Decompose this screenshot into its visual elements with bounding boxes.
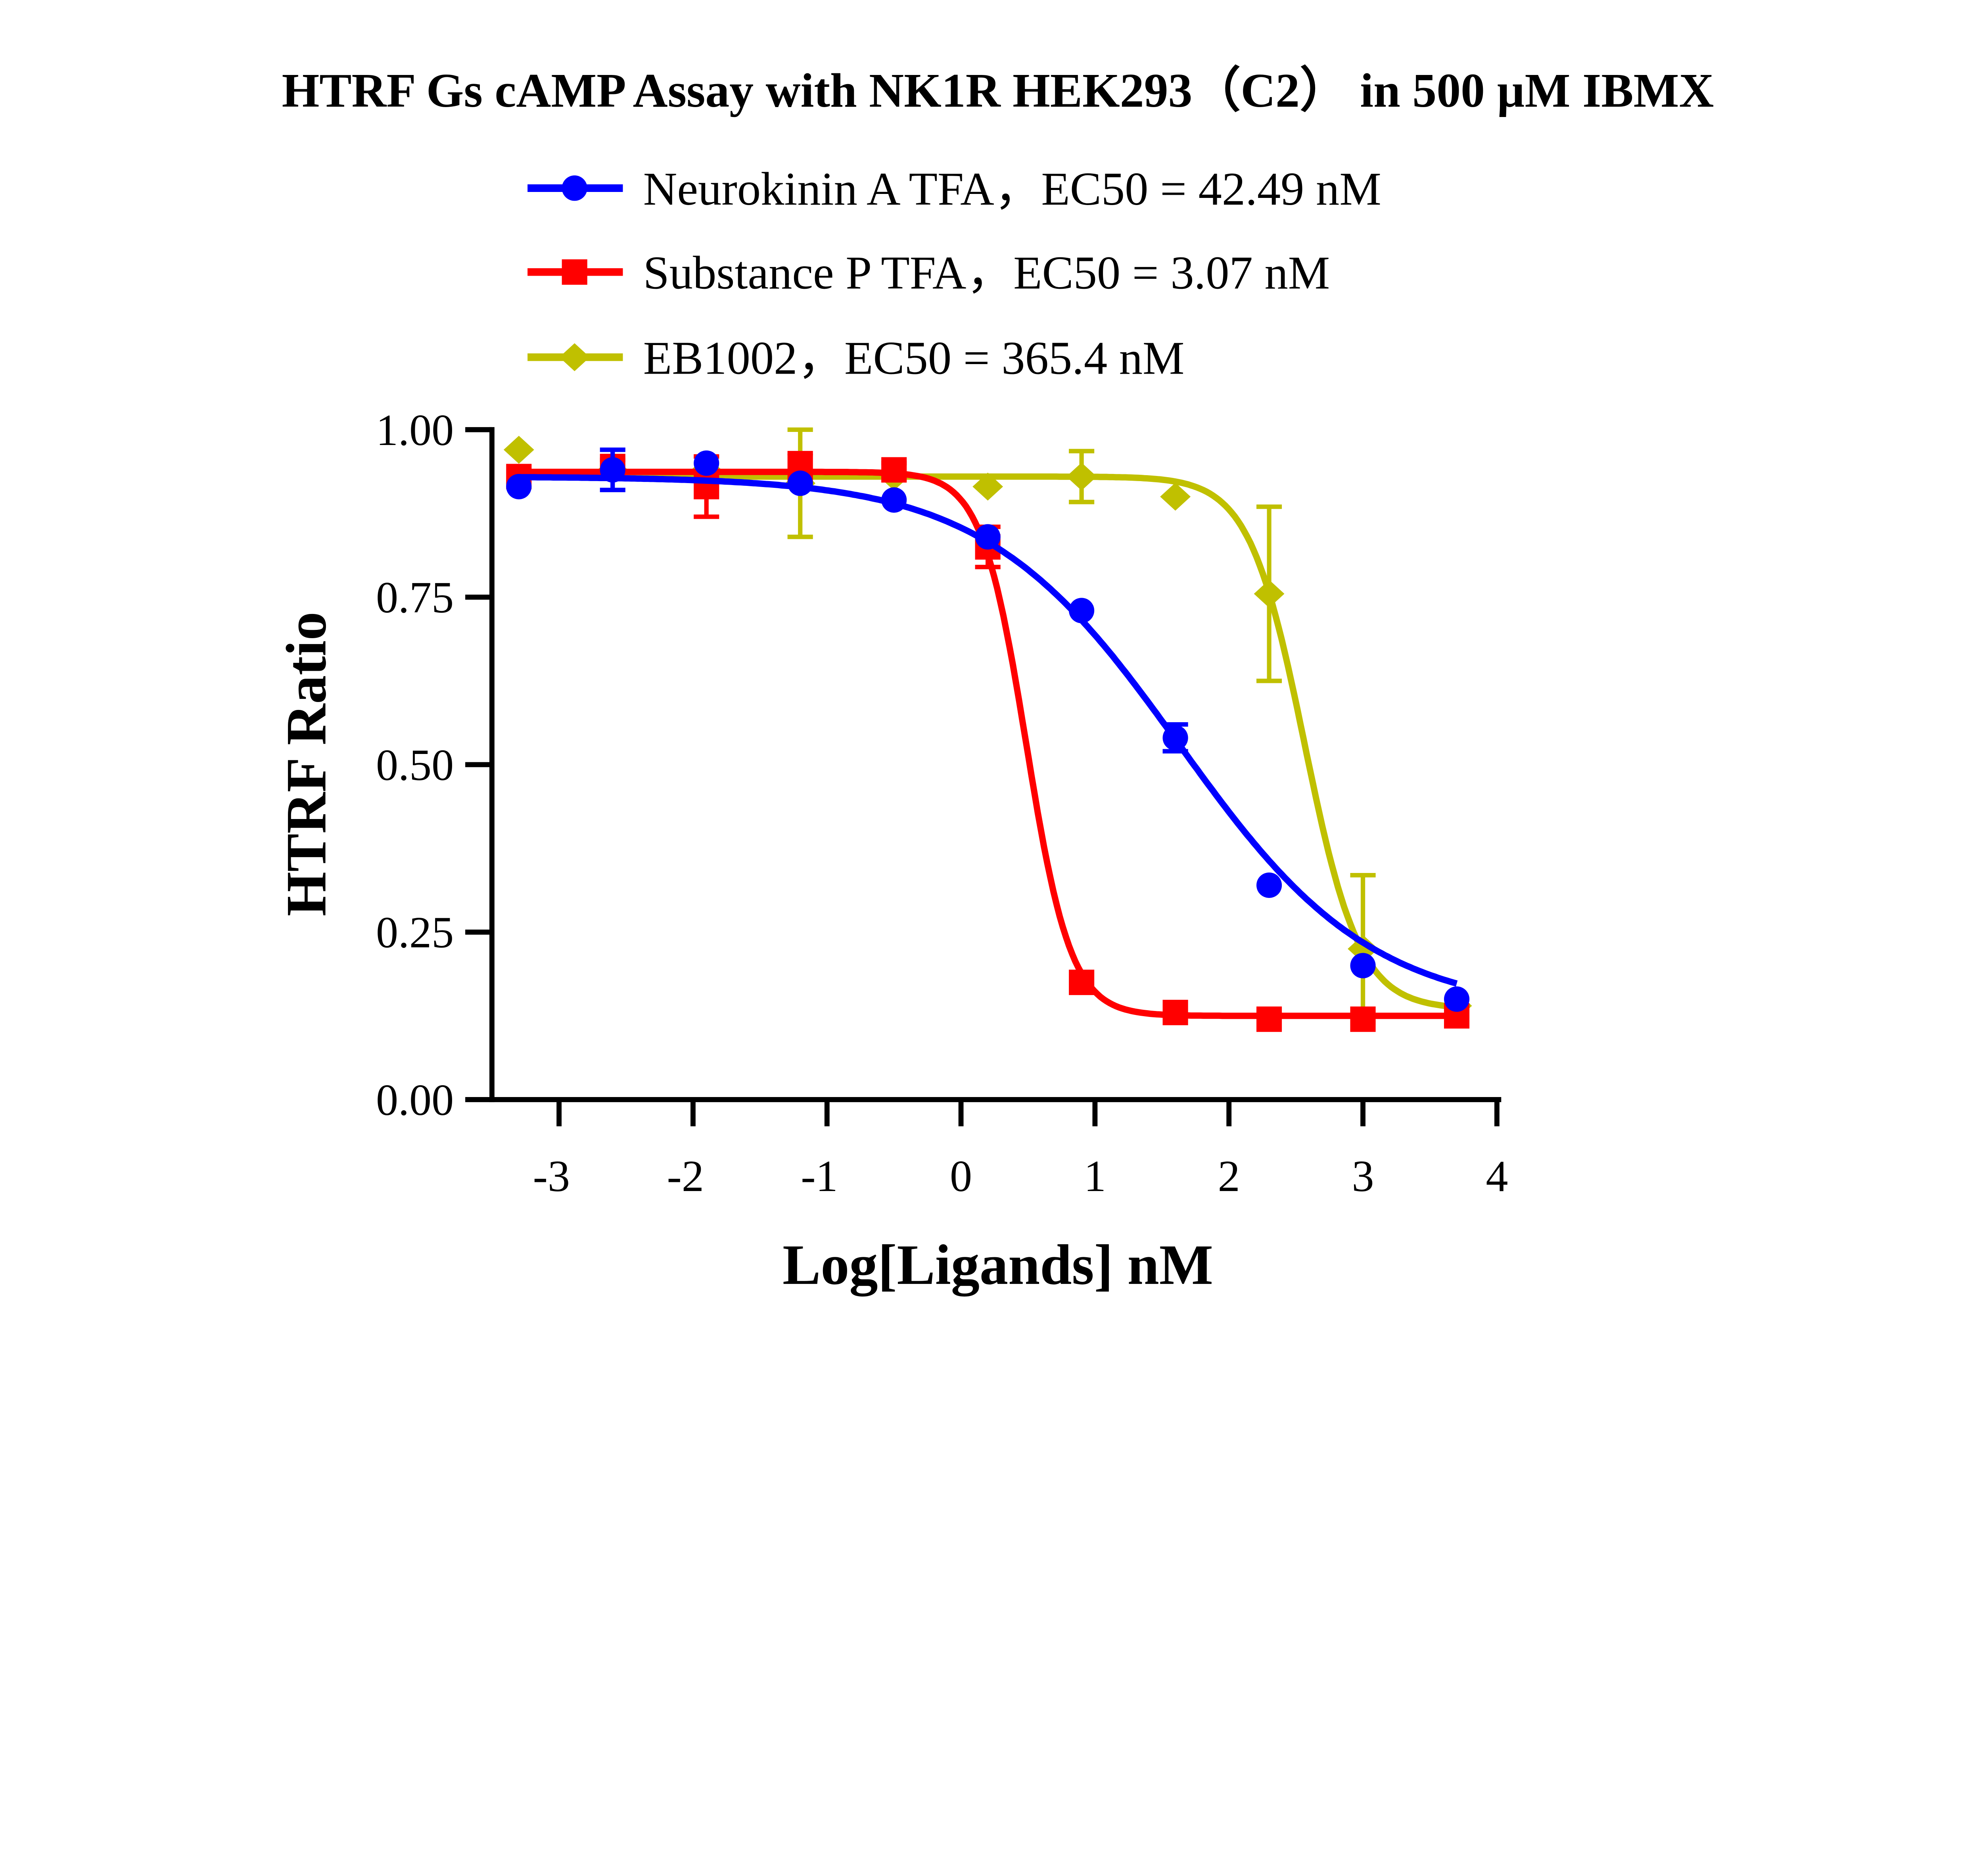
legend-label: Neurokinin A TFA，EC50 = 42.49 nM bbox=[643, 163, 1381, 215]
y-tick-label: 0.75 bbox=[376, 573, 454, 622]
data-point bbox=[694, 450, 719, 476]
y-tick-label: 0.50 bbox=[376, 740, 454, 790]
data-point bbox=[1162, 725, 1188, 751]
data-point bbox=[787, 470, 813, 496]
legend-label: Substance P TFA，EC50 = 3.07 nM bbox=[643, 247, 1330, 299]
chart-title: HTRF Gs cAMP Assay with NK1R HEK293（C2） … bbox=[282, 64, 1714, 117]
y-axis-label: HTRF Ratio bbox=[275, 612, 338, 916]
data-point bbox=[881, 457, 907, 483]
x-tick-label: 0 bbox=[950, 1152, 972, 1201]
x-tick-label: 2 bbox=[1218, 1152, 1240, 1201]
data-point bbox=[503, 435, 534, 464]
legend-marker-diamond bbox=[559, 343, 590, 371]
data-point bbox=[1069, 969, 1095, 995]
x-tick-label: -1 bbox=[801, 1152, 838, 1201]
data-point bbox=[1069, 598, 1095, 623]
data-point bbox=[881, 487, 907, 513]
plot-area bbox=[503, 427, 1472, 1032]
x-tick-label: 3 bbox=[1352, 1152, 1374, 1201]
y-tick-label: 0.00 bbox=[376, 1076, 454, 1125]
data-point bbox=[600, 457, 625, 483]
y-tick-label: 0.25 bbox=[376, 908, 454, 957]
data-point bbox=[1162, 999, 1188, 1025]
legend-entry: EB1002，EC50 = 365.4 nM bbox=[527, 332, 1184, 384]
data-point bbox=[1256, 1006, 1282, 1032]
x-ticks: -3 -2 -1 0 1 2 3 4 bbox=[533, 1099, 1508, 1201]
x-tick-label: 4 bbox=[1486, 1152, 1508, 1201]
legend-marker-circle bbox=[562, 175, 587, 201]
legend-entry: Neurokinin A TFA，EC50 = 42.49 nM bbox=[527, 163, 1381, 215]
legend: Neurokinin A TFA，EC50 = 42.49 nM Substanc… bbox=[527, 163, 1381, 384]
x-tick-label: 1 bbox=[1084, 1152, 1106, 1201]
data-point bbox=[1066, 462, 1097, 491]
data-point bbox=[1254, 579, 1285, 608]
chart: HTRF Gs cAMP Assay with NK1R HEK293（C2） … bbox=[275, 64, 1714, 1297]
legend-label: EB1002，EC50 = 365.4 nM bbox=[643, 332, 1185, 384]
legend-marker-square bbox=[562, 259, 587, 285]
x-tick-label: -3 bbox=[533, 1152, 570, 1201]
data-point bbox=[975, 524, 1001, 550]
y-ticks: 0.00 0.25 0.50 0.75 1.00 bbox=[376, 406, 492, 1125]
data-point bbox=[1350, 953, 1376, 978]
data-point bbox=[1256, 872, 1282, 898]
legend-entry: Substance P TFA，EC50 = 3.07 nM bbox=[527, 247, 1330, 299]
y-tick-label: 1.00 bbox=[376, 406, 454, 455]
x-axis-label: Log[Ligands] nM bbox=[782, 1233, 1213, 1297]
x-tick-label: -2 bbox=[667, 1152, 704, 1201]
data-point bbox=[1350, 1006, 1376, 1032]
data-point bbox=[1444, 986, 1470, 1012]
data-point bbox=[506, 474, 532, 499]
